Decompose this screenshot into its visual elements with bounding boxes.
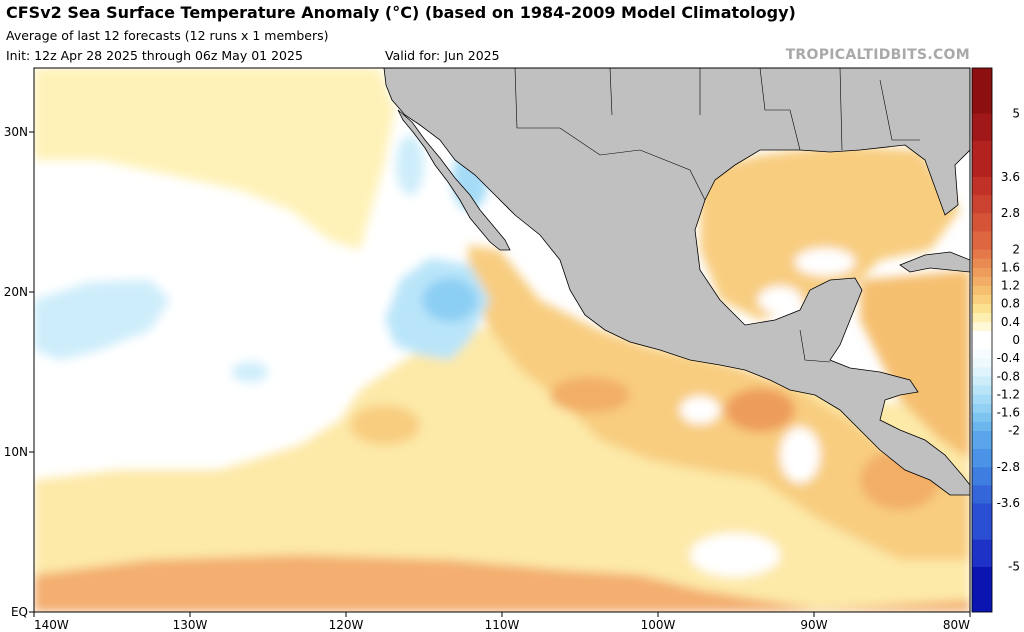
colorbar-label: 0.8 <box>1001 297 1020 311</box>
colorbar-frame <box>971 67 993 613</box>
colorbar-swatch <box>971 484 993 504</box>
lon-tick-label: 90W <box>800 618 827 632</box>
caribbean-warm <box>860 270 970 460</box>
lon-tick-label: 140W <box>34 618 69 632</box>
colorbar-swatch <box>971 113 993 141</box>
colorbar-swatch <box>971 176 993 196</box>
lon-tick-label: 120W <box>329 618 364 632</box>
source-credit: TROPICALTIDBITS.COM <box>785 47 970 63</box>
valid-time: Valid for: Jun 2025 <box>385 48 500 63</box>
colorbar-swatch <box>971 394 993 404</box>
colorbar-swatch <box>971 348 993 359</box>
land-baja-california <box>397 109 511 251</box>
colorbar-swatch <box>971 194 993 214</box>
land-north-america <box>383 68 970 496</box>
colorbar-swatch <box>971 385 993 395</box>
anomaly-fields <box>34 68 970 612</box>
cool-anomaly-coastal-baja <box>396 135 424 195</box>
land-areas <box>383 68 970 496</box>
lat-tick-label: 10N <box>4 445 28 459</box>
colorbar-swatch <box>971 539 993 567</box>
colorbar-swatch <box>971 230 993 250</box>
colorbar-swatch <box>971 412 993 422</box>
neutral-patch-offshore <box>680 396 720 424</box>
cool-anomaly-west <box>34 280 170 360</box>
colorbar-swatch <box>971 285 993 295</box>
colorbar-label: -1.6 <box>997 406 1020 420</box>
map-plot-area <box>34 68 970 612</box>
lon-tick-label: 110W <box>485 618 520 632</box>
lat-tick-label: EQ <box>11 605 28 619</box>
colorbar-label: -3.6 <box>997 496 1020 510</box>
colorbar-swatch <box>971 421 993 431</box>
colorbar-swatch <box>971 303 993 314</box>
warm-spot-west <box>350 405 420 445</box>
lon-tick-label: 100W <box>641 618 676 632</box>
equatorial-core-warm <box>34 555 970 612</box>
colorbar-label: -0.4 <box>997 351 1020 365</box>
longitude-axis: 140W 130W 120W 110W 100W 90W 80W <box>33 612 971 632</box>
colorbar-swatch <box>971 276 993 286</box>
colorbar-swatch <box>971 448 993 468</box>
colorbar-swatch <box>971 67 993 114</box>
colorbar-swatch <box>971 249 993 259</box>
colorbar-swatch <box>971 321 993 332</box>
colorbar-swatch <box>971 312 993 323</box>
colorbar-swatch <box>971 294 993 304</box>
colorbar-swatch <box>971 566 993 613</box>
colorbar-label: -5 <box>1008 560 1020 574</box>
colorbar-label: -0.8 <box>997 369 1020 383</box>
colorbar-label: -1.2 <box>997 387 1020 401</box>
neutral-patch-yucatan <box>758 286 802 314</box>
colorbar: 5 3.6 2.8 2 1.6 1.2 0.8 0.4 0 -0.4 -0.8 -1.2 -1.6 -2 -… <box>971 67 1020 613</box>
colorbar-swatch <box>971 403 993 413</box>
colorbar-label: 3.6 <box>1001 170 1020 184</box>
colorbar-swatch <box>971 366 993 377</box>
warm-spot-offshore <box>550 377 630 413</box>
cool-anomaly-core <box>422 278 478 322</box>
neutral-patch-gulf <box>795 248 855 276</box>
subtropical-northwest-warm <box>34 68 395 250</box>
colorbar-swatch <box>971 258 993 268</box>
neutral-patch-south <box>780 427 820 483</box>
colorbar-swatch <box>971 430 993 450</box>
lat-tick-label: 30N <box>4 125 28 139</box>
lon-tick-label: 130W <box>173 618 208 632</box>
map-subtitle: Average of last 12 forecasts (12 runs x … <box>6 28 329 43</box>
map-title: CFSv2 Sea Surface Temperature Anomaly (°… <box>6 3 796 22</box>
neutral-patch-equatorial <box>690 533 780 577</box>
colorbar-swatch <box>971 212 993 232</box>
colorbar-swatch <box>971 357 993 368</box>
colorbar-swatch <box>971 466 993 486</box>
warm-spot-gulf-of-tehuantepec <box>725 388 795 432</box>
latitude-axis: EQ 10N 20N 30N <box>4 125 34 619</box>
lon-tick-label: 80W <box>943 618 970 632</box>
colorbar-label: 2 <box>1012 242 1020 256</box>
colorbar-label: 1.2 <box>1001 279 1020 293</box>
lat-tick-label: 20N <box>4 285 28 299</box>
colorbar-label: 1.6 <box>1001 260 1020 274</box>
colorbar-label: -2.8 <box>997 460 1020 474</box>
colorbar-swatch <box>971 330 993 350</box>
init-time: Init: 12z Apr 28 2025 through 06z May 01… <box>6 48 303 63</box>
gulf-of-mexico-warm <box>700 145 960 320</box>
colorbar-label: 0 <box>1012 333 1020 347</box>
colorbar-swatch <box>971 376 993 386</box>
colorbar-swatch <box>971 140 993 178</box>
colorbar-label: 2.8 <box>1001 206 1020 220</box>
colorbar-swatch <box>971 502 993 540</box>
land-cuba <box>899 251 970 273</box>
colorbar-label: -2 <box>1008 424 1020 438</box>
cool-anomaly-small <box>232 362 268 382</box>
political-boundaries <box>514 68 920 363</box>
colorbar-label: 5 <box>1012 106 1020 120</box>
colorbar-label: 0.4 <box>1001 315 1020 329</box>
colorbar-swatch <box>971 267 993 277</box>
mexico-coastal-warm <box>468 245 970 560</box>
